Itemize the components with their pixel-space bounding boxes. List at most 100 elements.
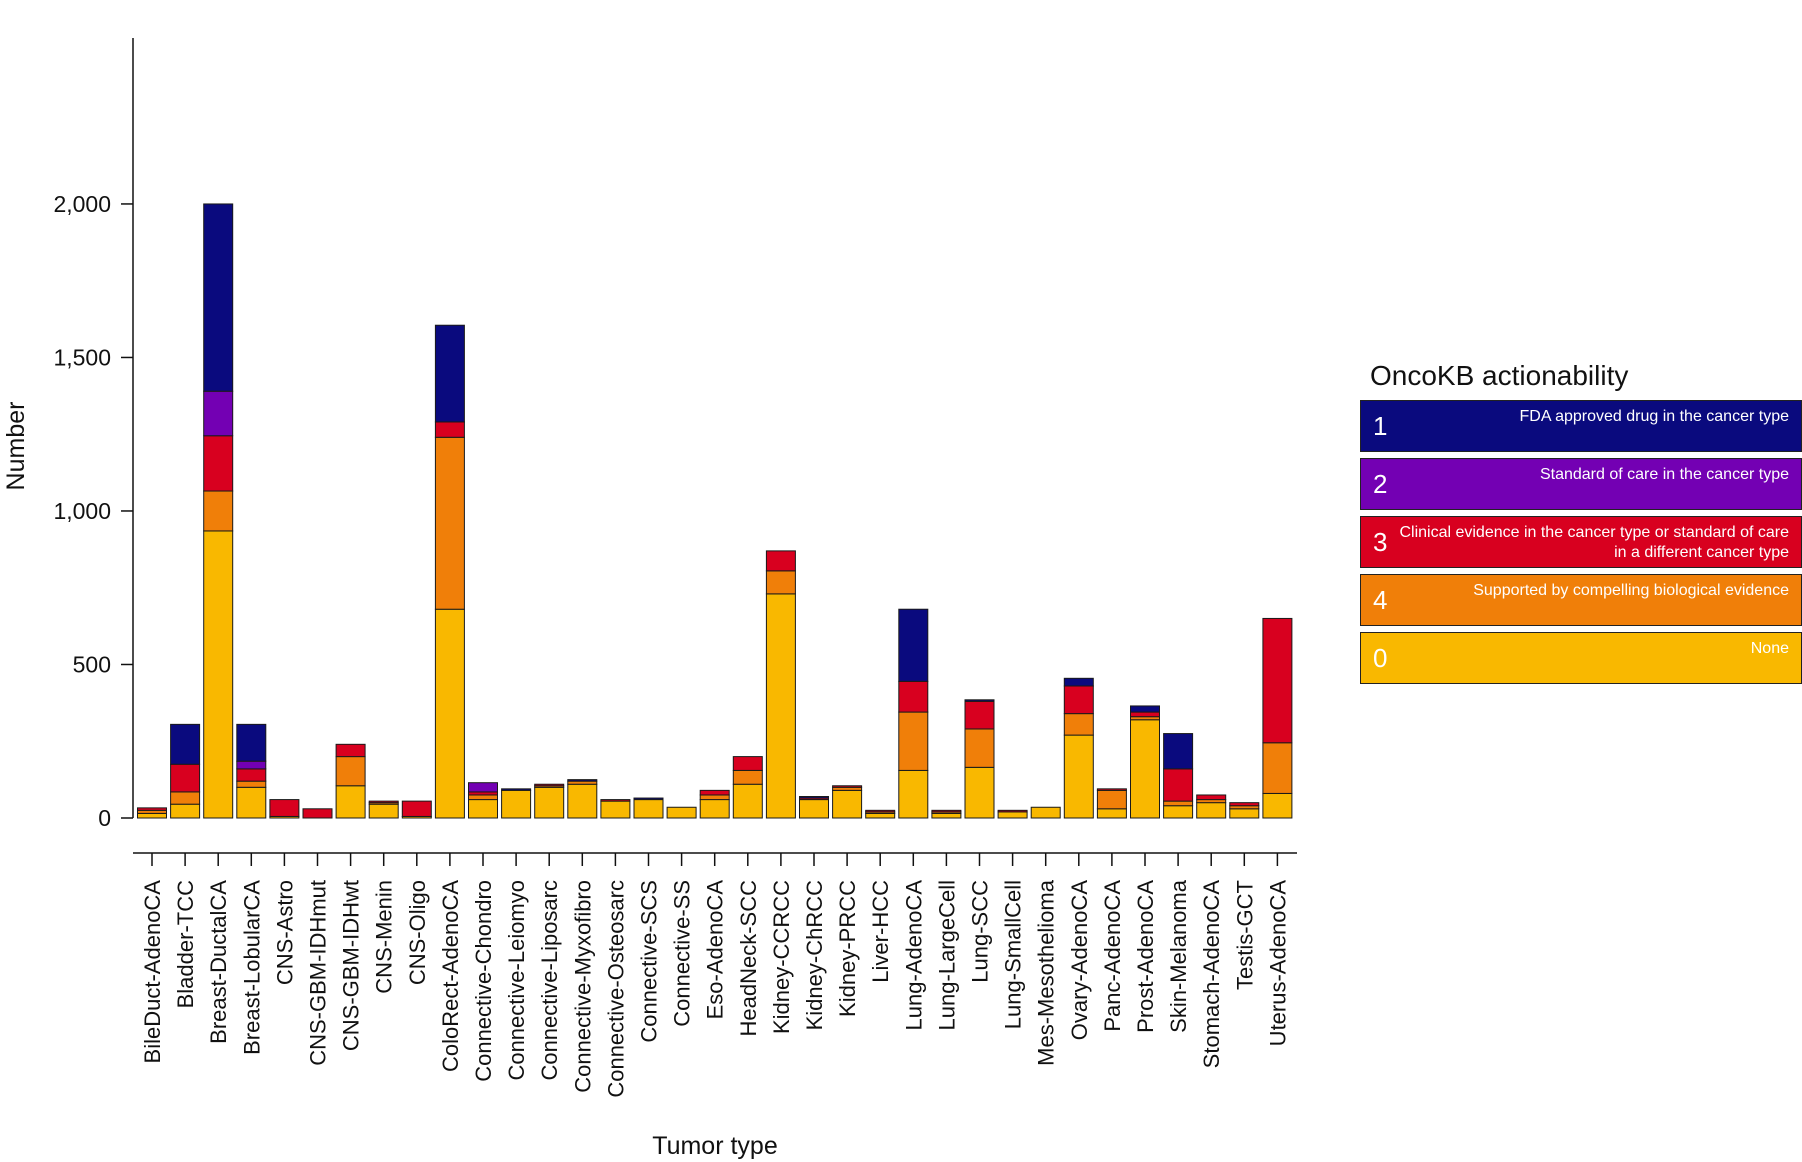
bar-segment-0 — [633, 799, 664, 819]
bar-segment-0 — [1030, 806, 1061, 819]
bar-segment-2 — [468, 782, 498, 793]
bar-segment-4 — [964, 728, 995, 768]
bar-segment-4 — [434, 436, 465, 610]
x-tick-label: Mes-Mesothelioma — [1034, 879, 1059, 1066]
bar-segment-3 — [964, 700, 995, 730]
x-tick-label: Breast-LobularCA — [239, 880, 264, 1055]
x-tick-label: Connective-SCS — [637, 880, 662, 1043]
bar-segment-1 — [434, 324, 465, 423]
bar-segment-0 — [997, 811, 1028, 819]
bar-segment-3 — [1262, 617, 1293, 744]
x-tick-label: Connective-SS — [670, 880, 695, 1027]
bar-segment-4 — [1163, 800, 1194, 807]
x-tick-label: Lung-SCC — [968, 880, 993, 983]
x-tick-label: Kidney-PRCC — [835, 880, 860, 1017]
bar-segment-3 — [732, 756, 763, 771]
y-axis: 0 500 1,000 1,500 2,000 — [53, 38, 134, 831]
bar-segment-3 — [534, 783, 565, 787]
bar-segment-0 — [666, 806, 697, 819]
bar-segment-3 — [1196, 794, 1227, 801]
legend-item-number: 2 — [1373, 469, 1388, 499]
x-tick-label: HeadNeck-SCC — [736, 880, 761, 1037]
x-tick-label: BileDuct-AdenoCA — [140, 880, 165, 1064]
bar-segment-1 — [799, 796, 829, 799]
legend-item-4: 4 Supported by compelling biological evid… — [1360, 574, 1802, 626]
bar-segment-0 — [1229, 808, 1260, 819]
x-tick-label: Ovary-AdenoCA — [1067, 880, 1092, 1041]
bar-segment-0 — [137, 812, 167, 819]
x-tick-label: Connective-Leiomyo — [504, 880, 529, 1081]
bar-segment-0 — [434, 608, 465, 819]
bar-segment-3 — [170, 763, 201, 793]
bar-segment-0 — [468, 799, 498, 819]
bar-segment-3 — [1096, 788, 1127, 791]
bar-segment-1 — [236, 723, 267, 762]
bar-segment-3 — [765, 550, 796, 572]
bar-segment-0 — [732, 783, 763, 819]
x-tick-label: CNS-Astro — [272, 880, 297, 985]
bar-segment-4 — [1096, 789, 1127, 810]
x-tick-label: Connective-Osteosarc — [603, 880, 628, 1098]
bar-segment-0 — [1196, 802, 1227, 819]
bar-segment-3 — [898, 680, 929, 713]
legend-title: OncoKB actionability — [1370, 360, 1629, 391]
bar-segment-0 — [534, 786, 565, 819]
bar-segment-0 — [898, 769, 929, 819]
bar-segment-0 — [931, 812, 962, 819]
x-tick-label: Uterus-AdenoCA — [1265, 880, 1290, 1047]
legend-item-description: Supported by compelling biological evide… — [1473, 582, 1789, 599]
bars-group — [137, 203, 1293, 819]
bar-segment-4 — [898, 711, 929, 771]
x-tick-label: Liver-HCC — [868, 880, 893, 983]
bar-segment-3 — [269, 799, 300, 817]
legend-item-number: 3 — [1373, 527, 1388, 557]
y-tick-label: 1,500 — [53, 344, 111, 370]
bar-segment-3 — [302, 808, 333, 819]
y-tick-label: 2,000 — [53, 191, 111, 217]
bar-segment-3 — [434, 421, 465, 438]
bar-segment-0 — [203, 530, 234, 819]
bar-segment-4 — [203, 490, 234, 532]
bar-segment-0 — [600, 800, 631, 819]
bar-segment-4 — [236, 780, 267, 788]
bar-segment-2 — [203, 390, 234, 437]
x-tick-label: Prost-AdenoCA — [1133, 880, 1158, 1033]
legend-item-number: 1 — [1373, 411, 1388, 441]
bar-segment-3 — [203, 435, 234, 492]
stacked-bar-chart: 0 500 1,000 1,500 2,000 BileDuct-AdenoCA Blad… — [2, 38, 1297, 1160]
bar-segment-1 — [203, 203, 234, 392]
bar-segment-0 — [368, 803, 399, 819]
bar-segment-0 — [170, 803, 201, 819]
bar-segment-4 — [468, 794, 498, 801]
bar-segment-0 — [964, 766, 995, 819]
bar-segment-1 — [170, 723, 201, 765]
bar-segment-4 — [335, 756, 366, 787]
legend-item-0: 0 None — [1360, 632, 1802, 684]
legend: OncoKB actionability 1 FDA approved drug … — [1360, 360, 1802, 690]
x-tick-label: ColoRect-AdenoCA — [438, 880, 463, 1072]
bar-segment-4 — [1262, 742, 1293, 794]
x-tick-label: Lung-AdenoCA — [901, 880, 926, 1031]
bar-segment-0 — [799, 799, 829, 819]
bar-segment-0 — [236, 786, 267, 819]
bar-segment-0 — [1262, 792, 1293, 819]
bar-segment-3 — [865, 809, 896, 813]
legend-item-number: 0 — [1373, 643, 1388, 673]
bar-segment-0 — [832, 789, 863, 819]
bar-segment-3 — [368, 800, 399, 804]
x-tick-label: Connective-Chondro — [471, 880, 496, 1082]
x-tick-label: Stomach-AdenoCA — [1199, 880, 1224, 1069]
bar-segment-1 — [1163, 733, 1194, 770]
bar-segment-0 — [1130, 719, 1160, 819]
x-tick-label: Kidney-ChRCC — [802, 880, 827, 1030]
bar-segment-0 — [501, 789, 532, 819]
legend-item-number: 4 — [1373, 585, 1388, 615]
bar-segment-3 — [699, 789, 730, 796]
x-tick-label: CNS-GBM-IDHmut — [306, 880, 331, 1066]
bar-segment-1 — [964, 699, 995, 702]
bar-segment-0 — [335, 785, 366, 819]
bar-segment-0 — [567, 783, 598, 819]
legend-item-3: 3 Clinical evidence in the cancer type or… — [1360, 516, 1802, 568]
bar-segment-4 — [170, 791, 201, 805]
bar-segment-4 — [732, 769, 763, 785]
